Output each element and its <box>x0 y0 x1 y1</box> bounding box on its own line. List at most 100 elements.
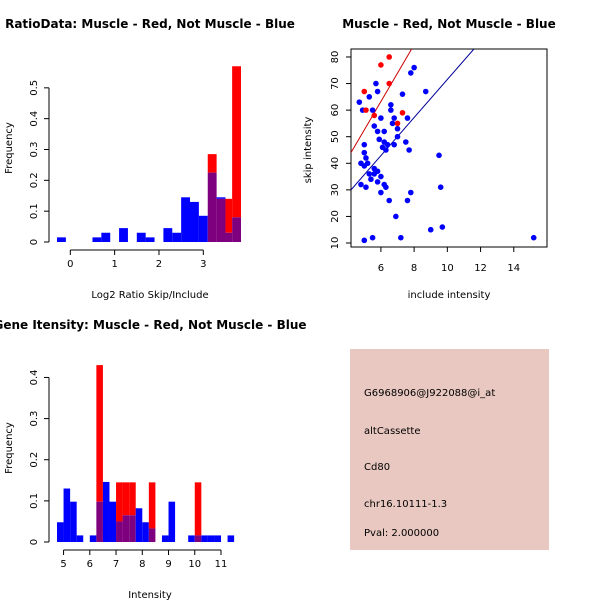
ratio-histogram-xlabel: Log2 Ratio Skip/Include <box>91 290 208 301</box>
ratio-bar-not-muscle <box>181 197 191 242</box>
not-muscle-point <box>366 171 373 177</box>
scatter-x-tick-label: 12 <box>474 263 487 274</box>
not-muscle-point <box>386 197 393 204</box>
not-muscle-point <box>398 234 404 241</box>
intensity-bar-not-muscle <box>57 522 64 542</box>
intensity-bar-not-muscle <box>201 535 208 542</box>
not-muscle-point <box>361 237 368 244</box>
not-muscle-point <box>383 184 389 191</box>
not-muscle-point <box>368 176 374 183</box>
ratio-bar-not-muscle <box>216 197 226 199</box>
intensity-bar-not-muscle <box>207 535 215 542</box>
intensity-bar-not-muscle <box>76 535 84 542</box>
not-muscle-point <box>436 152 442 159</box>
not-muscle-point <box>378 189 384 196</box>
not-muscle-point <box>391 141 397 148</box>
info-event-type: altCassette <box>364 426 421 437</box>
ratio-bar-not-muscle <box>145 237 155 242</box>
intensity-x-tick-label: 8 <box>139 559 145 570</box>
ratio-x-tick-label: 0 <box>67 259 73 270</box>
ratio-bar-not-muscle <box>172 232 182 242</box>
not-muscle-point <box>407 189 414 196</box>
intensity-y-tick-label: 0.3 <box>29 411 40 427</box>
not-muscle-point <box>404 197 411 204</box>
info-location: chr16.10111-1.3 <box>364 499 447 510</box>
intensity-bar-overlap <box>194 535 202 542</box>
scatter-y-tick-label: 50 <box>330 130 341 143</box>
ratio-histogram-panel: RatioData: Muscle - Red, Not Muscle - Bl… <box>4 17 295 301</box>
scatter-title: Muscle - Red, Not Muscle - Blue <box>342 17 556 31</box>
scatter-plot: 6 8 10 12 14 10 20 30 40 50 60 70 80 <box>330 48 548 274</box>
intensity-bar-muscle <box>96 365 103 502</box>
intensity-x-tick-label: 11 <box>215 559 228 570</box>
ratio-bar-not-muscle <box>163 228 173 242</box>
not-muscle-point <box>381 128 388 135</box>
ratio-bar-overlap <box>216 198 226 242</box>
scatter-x-tick-label: 6 <box>378 263 384 274</box>
intensity-histogram-title: Gene Itensity: Muscle - Red, Not Muscle … <box>0 318 307 332</box>
intensity-x-tick-label: 9 <box>165 559 171 570</box>
intensity-bar-not-muscle <box>161 535 169 542</box>
not-muscle-point <box>388 102 394 108</box>
not-muscle-point <box>369 234 376 241</box>
ratio-x-tick-label: 1 <box>111 259 117 270</box>
not-muscle-point <box>358 160 364 167</box>
info-panel-background <box>350 349 549 550</box>
ratio-histogram-title: RatioData: Muscle - Red, Not Muscle - Bl… <box>5 17 295 31</box>
not-muscle-point <box>371 171 378 177</box>
scatter-xlabel: include intensity <box>408 290 491 301</box>
scatter-y-tick-label: 30 <box>330 183 341 196</box>
intensity-bar-overlap <box>129 515 136 542</box>
intensity-bar-overlap <box>116 521 123 542</box>
not-muscle-point <box>411 64 417 71</box>
ratio-bar-not-muscle <box>119 228 128 242</box>
info-pval: Pval: 2.000000 <box>364 528 439 539</box>
ratio-bar-not-muscle <box>136 232 146 242</box>
not-muscle-point <box>388 107 394 113</box>
intensity-bar-not-muscle <box>63 488 71 542</box>
intensity-bar-overlap <box>122 515 130 542</box>
intensity-x-tick-label: 5 <box>60 559 66 570</box>
muscle-point <box>386 54 393 60</box>
scatter-y-tick-label: 70 <box>330 77 341 90</box>
scatter-panel: Muscle - Red, Not Muscle - Blue 6 8 10 12 14… <box>303 17 556 301</box>
scatter-ylabel: skip intensity <box>303 117 314 184</box>
ratio-bar-not-muscle <box>57 237 66 242</box>
info-gene-name: Cd80 <box>364 462 390 473</box>
intensity-bar-not-muscle <box>227 535 235 542</box>
not-muscle-point <box>366 94 373 100</box>
ratio-y-tick-label: 0.5 <box>29 80 40 96</box>
intensity-bar-not-muscle <box>168 501 176 542</box>
intensity-bar-not-muscle <box>135 508 143 542</box>
scatter-y-tick-label: 60 <box>330 104 341 117</box>
not-muscle-point <box>374 88 381 95</box>
intensity-x-tick-label: 7 <box>113 559 119 570</box>
intensity-x-tick-label: 6 <box>87 559 93 570</box>
not-muscle-point <box>530 234 537 241</box>
not-muscle-point <box>439 224 446 230</box>
not-muscle-point <box>407 70 414 76</box>
not-muscle-point <box>363 155 369 161</box>
intensity-histogram-panel: Gene Itensity: Muscle - Red, Not Muscle … <box>0 318 307 600</box>
ratio-histogram-ylabel: Frequency <box>4 122 15 174</box>
ratio-bar-overlap <box>207 172 217 242</box>
info-panel: G6968906@J922088@i_at altCassette Cd80 c… <box>350 349 549 550</box>
muscle-point <box>394 120 401 127</box>
muscle-point <box>378 62 384 68</box>
scatter-plot-frame <box>350 48 548 248</box>
not-muscle-point <box>376 136 383 143</box>
intensity-histogram-xlabel: Intensity <box>128 590 172 600</box>
not-muscle-point <box>378 115 384 121</box>
ratio-x-tick-label: 2 <box>156 259 162 270</box>
not-muscle-point <box>389 120 396 127</box>
muscle-point <box>363 107 369 113</box>
ratio-bar-not-muscle <box>92 237 102 242</box>
intensity-histogram-plot: 0 0.1 0.2 0.3 0.4 5 6 7 8 9 10 11 <box>29 365 235 570</box>
not-muscle-point <box>374 128 381 135</box>
not-muscle-point <box>427 226 434 233</box>
intensity-histogram-ylabel: Frequency <box>4 422 15 474</box>
muscle-point <box>399 109 406 116</box>
muscle-point <box>361 88 368 95</box>
intensity-bar-muscle <box>148 482 156 529</box>
